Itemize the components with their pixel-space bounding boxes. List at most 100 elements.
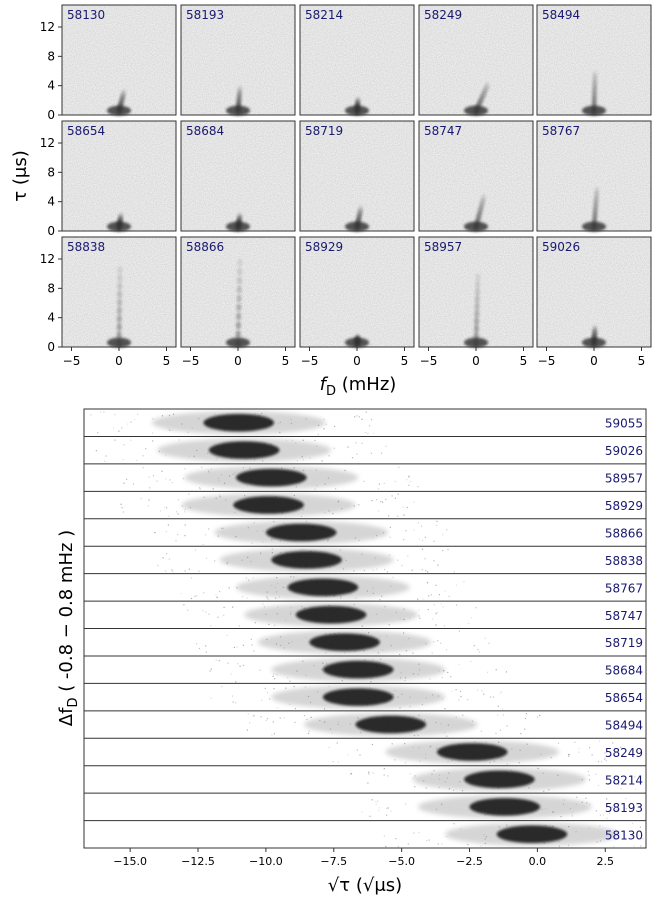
- noise-speck: [407, 843, 409, 845]
- spectrum-panel: 58838: [61, 236, 177, 348]
- noise-speck: [612, 742, 614, 744]
- power-plume: [235, 339, 241, 348]
- noise-speck: [205, 557, 208, 559]
- arc-row: 58130: [84, 820, 646, 848]
- noise-speck: [361, 625, 363, 627]
- noise-speck: [379, 807, 381, 809]
- noise-speck: [217, 535, 219, 537]
- noise-speck: [365, 411, 367, 413]
- x-tick-label: 0: [234, 354, 242, 368]
- noise-speck: [424, 558, 426, 560]
- noise-speck: [152, 475, 155, 477]
- noise-speck: [123, 444, 125, 446]
- noise-speck: [114, 413, 116, 416]
- noise-speck: [219, 494, 221, 496]
- power-plume: [117, 298, 123, 307]
- x-tick-label: 0.0: [529, 855, 547, 868]
- noise-speck: [161, 470, 163, 472]
- noise-speck: [388, 624, 390, 626]
- noise-speck: [587, 770, 589, 773]
- power-plume: [475, 273, 481, 282]
- noise-speck: [169, 479, 171, 481]
- noise-speck: [470, 660, 472, 662]
- arc-core: [464, 770, 535, 789]
- noise-speck: [403, 514, 405, 516]
- noise-speck: [130, 439, 132, 441]
- power-plume: [473, 339, 479, 348]
- noise-speck: [356, 415, 358, 417]
- noise-speck: [408, 484, 410, 486]
- noise-speck: [598, 784, 600, 786]
- noise-speck: [152, 418, 154, 420]
- noise-speck: [287, 677, 289, 679]
- noise-speck: [171, 569, 173, 571]
- noise-speck: [183, 604, 185, 606]
- noise-speck: [272, 675, 274, 677]
- epoch-label: 58684: [605, 664, 643, 678]
- noise-speck: [440, 603, 442, 605]
- noise-speck: [459, 690, 462, 692]
- noise-speck: [218, 660, 220, 662]
- noise-speck: [100, 411, 102, 413]
- noise-speck: [266, 691, 268, 694]
- noise-speck: [500, 691, 503, 693]
- noise-speck: [386, 571, 389, 573]
- noise-speck: [368, 773, 370, 775]
- noise-speck: [334, 425, 336, 427]
- noise-speck: [314, 488, 316, 490]
- noise-speck: [355, 597, 357, 599]
- noise-speck: [388, 554, 391, 556]
- y-tick-label: 4: [47, 195, 55, 209]
- noise-speck: [215, 659, 217, 661]
- noise-speck: [414, 786, 416, 788]
- noise-speck: [323, 418, 325, 420]
- noise-speck: [95, 450, 97, 452]
- noise-speck: [246, 729, 248, 731]
- noise-speck: [435, 524, 437, 527]
- spectrum-panel: 58654: [61, 120, 177, 232]
- noise-speck: [608, 812, 611, 814]
- noise-speck: [589, 747, 591, 749]
- noise-speck: [501, 708, 504, 710]
- noise-speck: [154, 532, 156, 534]
- noise-speck: [502, 714, 504, 716]
- noise-speck: [539, 714, 541, 717]
- noise-speck: [165, 454, 167, 456]
- noise-speck: [269, 698, 271, 700]
- noise-speck: [406, 479, 408, 481]
- secondary-spectra-grid: 58130 0 4 8 12 58193 58214 58249 58494 58654 0 4 8 12…: [40, 4, 652, 368]
- power-plume: [355, 96, 361, 105]
- noise-speck: [425, 570, 427, 572]
- spectrum-panel: 58929: [299, 236, 415, 348]
- noise-speck: [568, 754, 570, 756]
- spectrum-panel: 58719: [299, 120, 415, 232]
- noise-speck: [130, 421, 132, 423]
- noise-speck: [550, 756, 552, 759]
- noise-speck: [250, 638, 252, 640]
- noise-speck: [599, 740, 601, 742]
- noise-speck: [382, 501, 384, 503]
- noise-speck: [576, 796, 578, 798]
- noise-speck: [481, 690, 483, 692]
- noise-speck: [413, 501, 415, 503]
- epoch-label: 58193: [605, 801, 643, 815]
- epoch-label: 58838: [605, 554, 643, 568]
- noise-speck: [216, 596, 218, 598]
- epoch-label: 58747: [424, 124, 462, 138]
- arc-core: [436, 743, 508, 761]
- panel-noise: [62, 121, 176, 231]
- noise-speck: [448, 595, 450, 597]
- noise-speck: [140, 497, 142, 500]
- noise-speck: [458, 699, 460, 701]
- panel-noise: [62, 5, 176, 115]
- noise-speck: [332, 513, 334, 515]
- noise-speck: [156, 480, 158, 482]
- noise-speck: [543, 790, 545, 792]
- epoch-label: 59026: [605, 444, 643, 458]
- noise-speck: [178, 439, 180, 441]
- noise-speck: [328, 747, 330, 749]
- power-plume: [116, 331, 122, 340]
- noise-speck: [506, 725, 508, 727]
- noise-speck: [616, 809, 618, 811]
- noise-speck: [177, 533, 179, 536]
